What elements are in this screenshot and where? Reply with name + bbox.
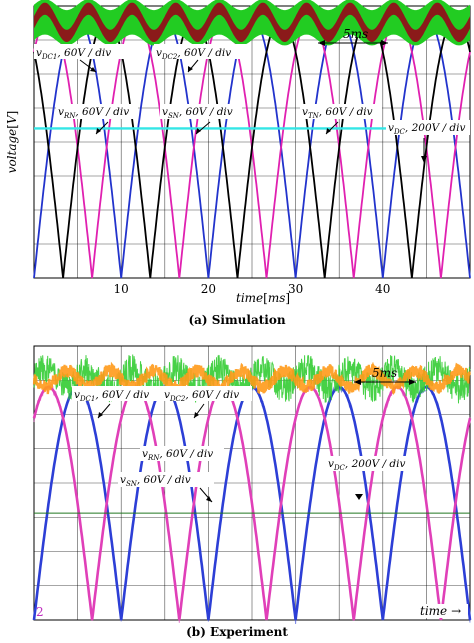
annotation-vdc2-b: vDC2, 60V / div [162, 386, 252, 419]
x-tick-label: 30 [288, 282, 303, 296]
svg-text:vDC, 200V / div: vDC, 200V / div [328, 458, 405, 472]
experiment-chart: 5ms vDC1, 60V / div vDC2, 60V / div vRN,… [32, 345, 472, 639]
annotation-vdc-b: vDC, 200V / div [326, 456, 414, 500]
caption-experiment: (b) Experiment [186, 625, 288, 639]
svg-text:vDC1, 60V / div: vDC1, 60V / div [74, 389, 149, 403]
x-tick-label: 20 [201, 282, 216, 296]
svg-text:vDC, 200V / div: vDC, 200V / div [388, 122, 465, 136]
annotation-vtn-a: vTN, 60V / div [300, 104, 382, 135]
svg-text:vRN, 60V / div: vRN, 60V / div [142, 448, 213, 462]
channel-marker: 2 [36, 605, 44, 619]
annotation-vsn-b: vSN, 60V / div [118, 472, 214, 503]
dc-capacitor-voltage-trace [33, 354, 471, 404]
y-axis-label-a: voltage[V] [5, 111, 19, 174]
annotation-vdc-a: vDC, 200V / div [386, 120, 470, 163]
time-scale-marker-b: 5ms [354, 366, 416, 385]
svg-text:vSN, 60V / div: vSN, 60V / div [162, 106, 233, 120]
svg-text:vDC2, 60V / div: vDC2, 60V / div [164, 389, 239, 403]
x-tick-label: 10 [114, 282, 129, 296]
annotation-vrn-a: vRN, 60V / div [56, 104, 138, 135]
annotation-vdc1-b: vDC1, 60V / div [72, 386, 162, 419]
dc-link-ripple-band [34, 2, 470, 43]
x-tick-labels-a: 10 20 30 40 [114, 282, 391, 296]
scale-label-b: 5ms [372, 366, 397, 380]
svg-text:vTN, 60V / div: vTN, 60V / div [302, 106, 373, 120]
svg-text:vRN, 60V / div: vRN, 60V / div [58, 106, 129, 120]
annotation-vrn-b: vRN, 60V / div [140, 446, 224, 462]
annotation-vsn-a: vSN, 60V / div [160, 104, 242, 135]
x-axis-label-b: time → [418, 604, 468, 618]
svg-text:time→: time → [420, 604, 461, 618]
x-axis-label-a: time[ms] [236, 291, 290, 305]
scale-label-a: 5ms [343, 27, 368, 41]
simulation-chart: 5ms vDC1, 60V / div vDC2, 60V / div vRN,… [5, 0, 471, 327]
annotation-vdc2-a: vDC2, 60V / div [154, 44, 246, 73]
caption-simulation: (a) Simulation [188, 313, 285, 327]
svg-text:vDC1, 60V / div: vDC1, 60V / div [36, 47, 111, 61]
svg-text:vSN, 60V / div: vSN, 60V / div [120, 474, 191, 488]
svg-text:vDC2, 60V / div: vDC2, 60V / div [156, 47, 231, 61]
x-tick-label: 40 [375, 282, 390, 296]
annotation-vdc1-a: vDC1, 60V / div [34, 44, 126, 73]
time-scale-marker-a: 5ms [318, 27, 388, 46]
